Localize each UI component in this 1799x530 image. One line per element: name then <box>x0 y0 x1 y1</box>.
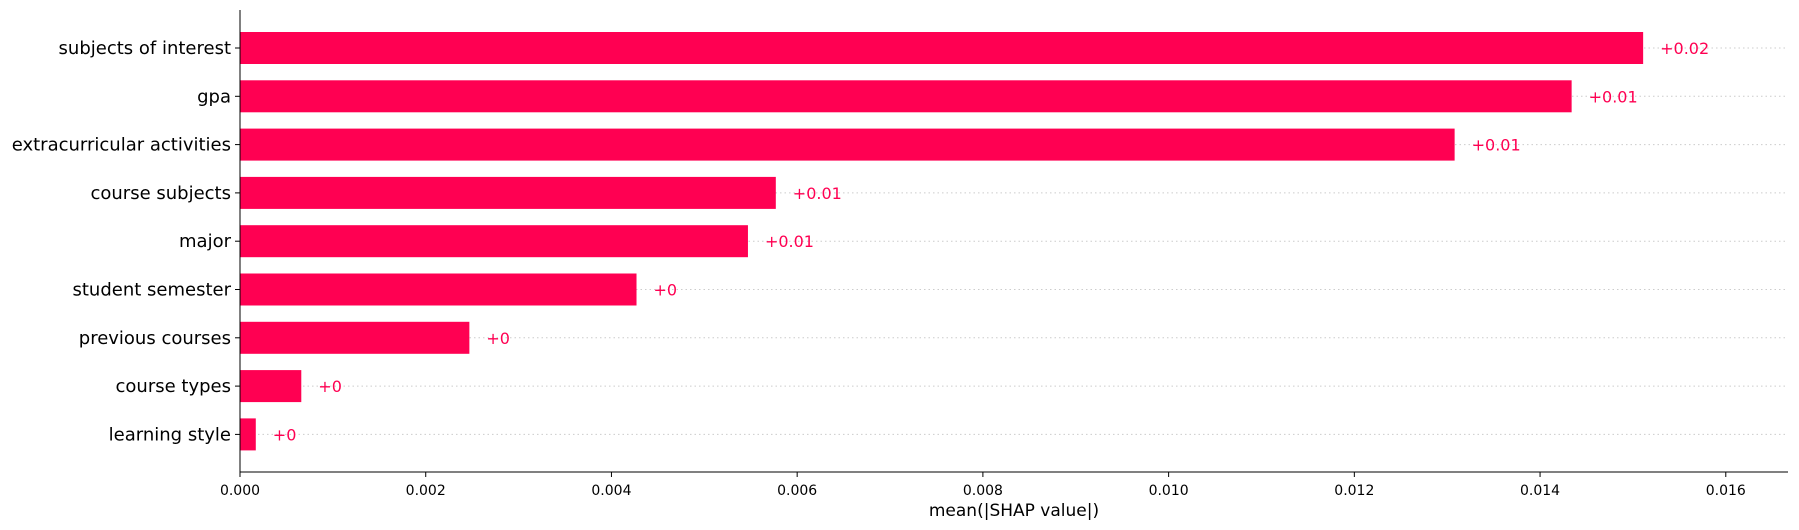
bar <box>240 418 256 451</box>
category-label: student semester <box>72 280 231 301</box>
bar-value-labels: +0.02 +0.01 +0.01 +0.01 +0.01 +0 +0 +0 +0 <box>273 39 1709 444</box>
bar <box>240 80 1572 113</box>
category-label: learning style <box>109 424 231 445</box>
x-tick-label: 0.002 <box>406 483 446 499</box>
x-tick-label: 0.000 <box>220 483 260 499</box>
x-axis-ticks: 0.000 0.002 0.004 0.006 0.008 0.010 0.012 0.014… <box>220 472 1746 499</box>
x-tick-label: 0.016 <box>1706 483 1746 499</box>
x-axis-title: mean(|SHAP value|) <box>929 501 1099 521</box>
category-label: subjects of interest <box>59 38 231 59</box>
category-label: extracurricular activities <box>12 135 231 156</box>
bar <box>240 273 637 306</box>
bar <box>240 370 302 403</box>
bar-value-label: +0.02 <box>1660 39 1709 58</box>
category-label: previous courses <box>79 328 231 349</box>
bar-value-label: +0 <box>654 281 678 300</box>
bar <box>240 128 1455 161</box>
bar-value-label: +0.01 <box>765 232 814 251</box>
bar-value-label: +0.01 <box>1589 87 1638 106</box>
category-label: course subjects <box>90 183 231 204</box>
x-tick-label: 0.010 <box>1149 483 1189 499</box>
bar-value-label: +0 <box>318 377 342 396</box>
bar <box>240 321 470 354</box>
x-tick-label: 0.004 <box>591 483 631 499</box>
category-label: gpa <box>197 86 231 107</box>
category-labels: subjects of interest gpa extracurricular a… <box>12 38 240 445</box>
bar <box>240 225 748 258</box>
x-tick-label: 0.006 <box>777 483 817 499</box>
category-label: course types <box>116 376 231 397</box>
bar-value-label: +0 <box>273 425 297 444</box>
bar-series <box>240 32 1644 451</box>
bar-value-label: +0 <box>486 329 510 348</box>
x-tick-label: 0.008 <box>963 483 1003 499</box>
bar <box>240 176 776 209</box>
category-label: major <box>179 231 232 252</box>
bar-value-label: +0.01 <box>1472 136 1521 155</box>
bar-value-label: +0.01 <box>793 184 842 203</box>
x-tick-label: 0.014 <box>1520 483 1560 499</box>
x-tick-label: 0.012 <box>1334 483 1374 499</box>
bar <box>240 32 1644 64</box>
